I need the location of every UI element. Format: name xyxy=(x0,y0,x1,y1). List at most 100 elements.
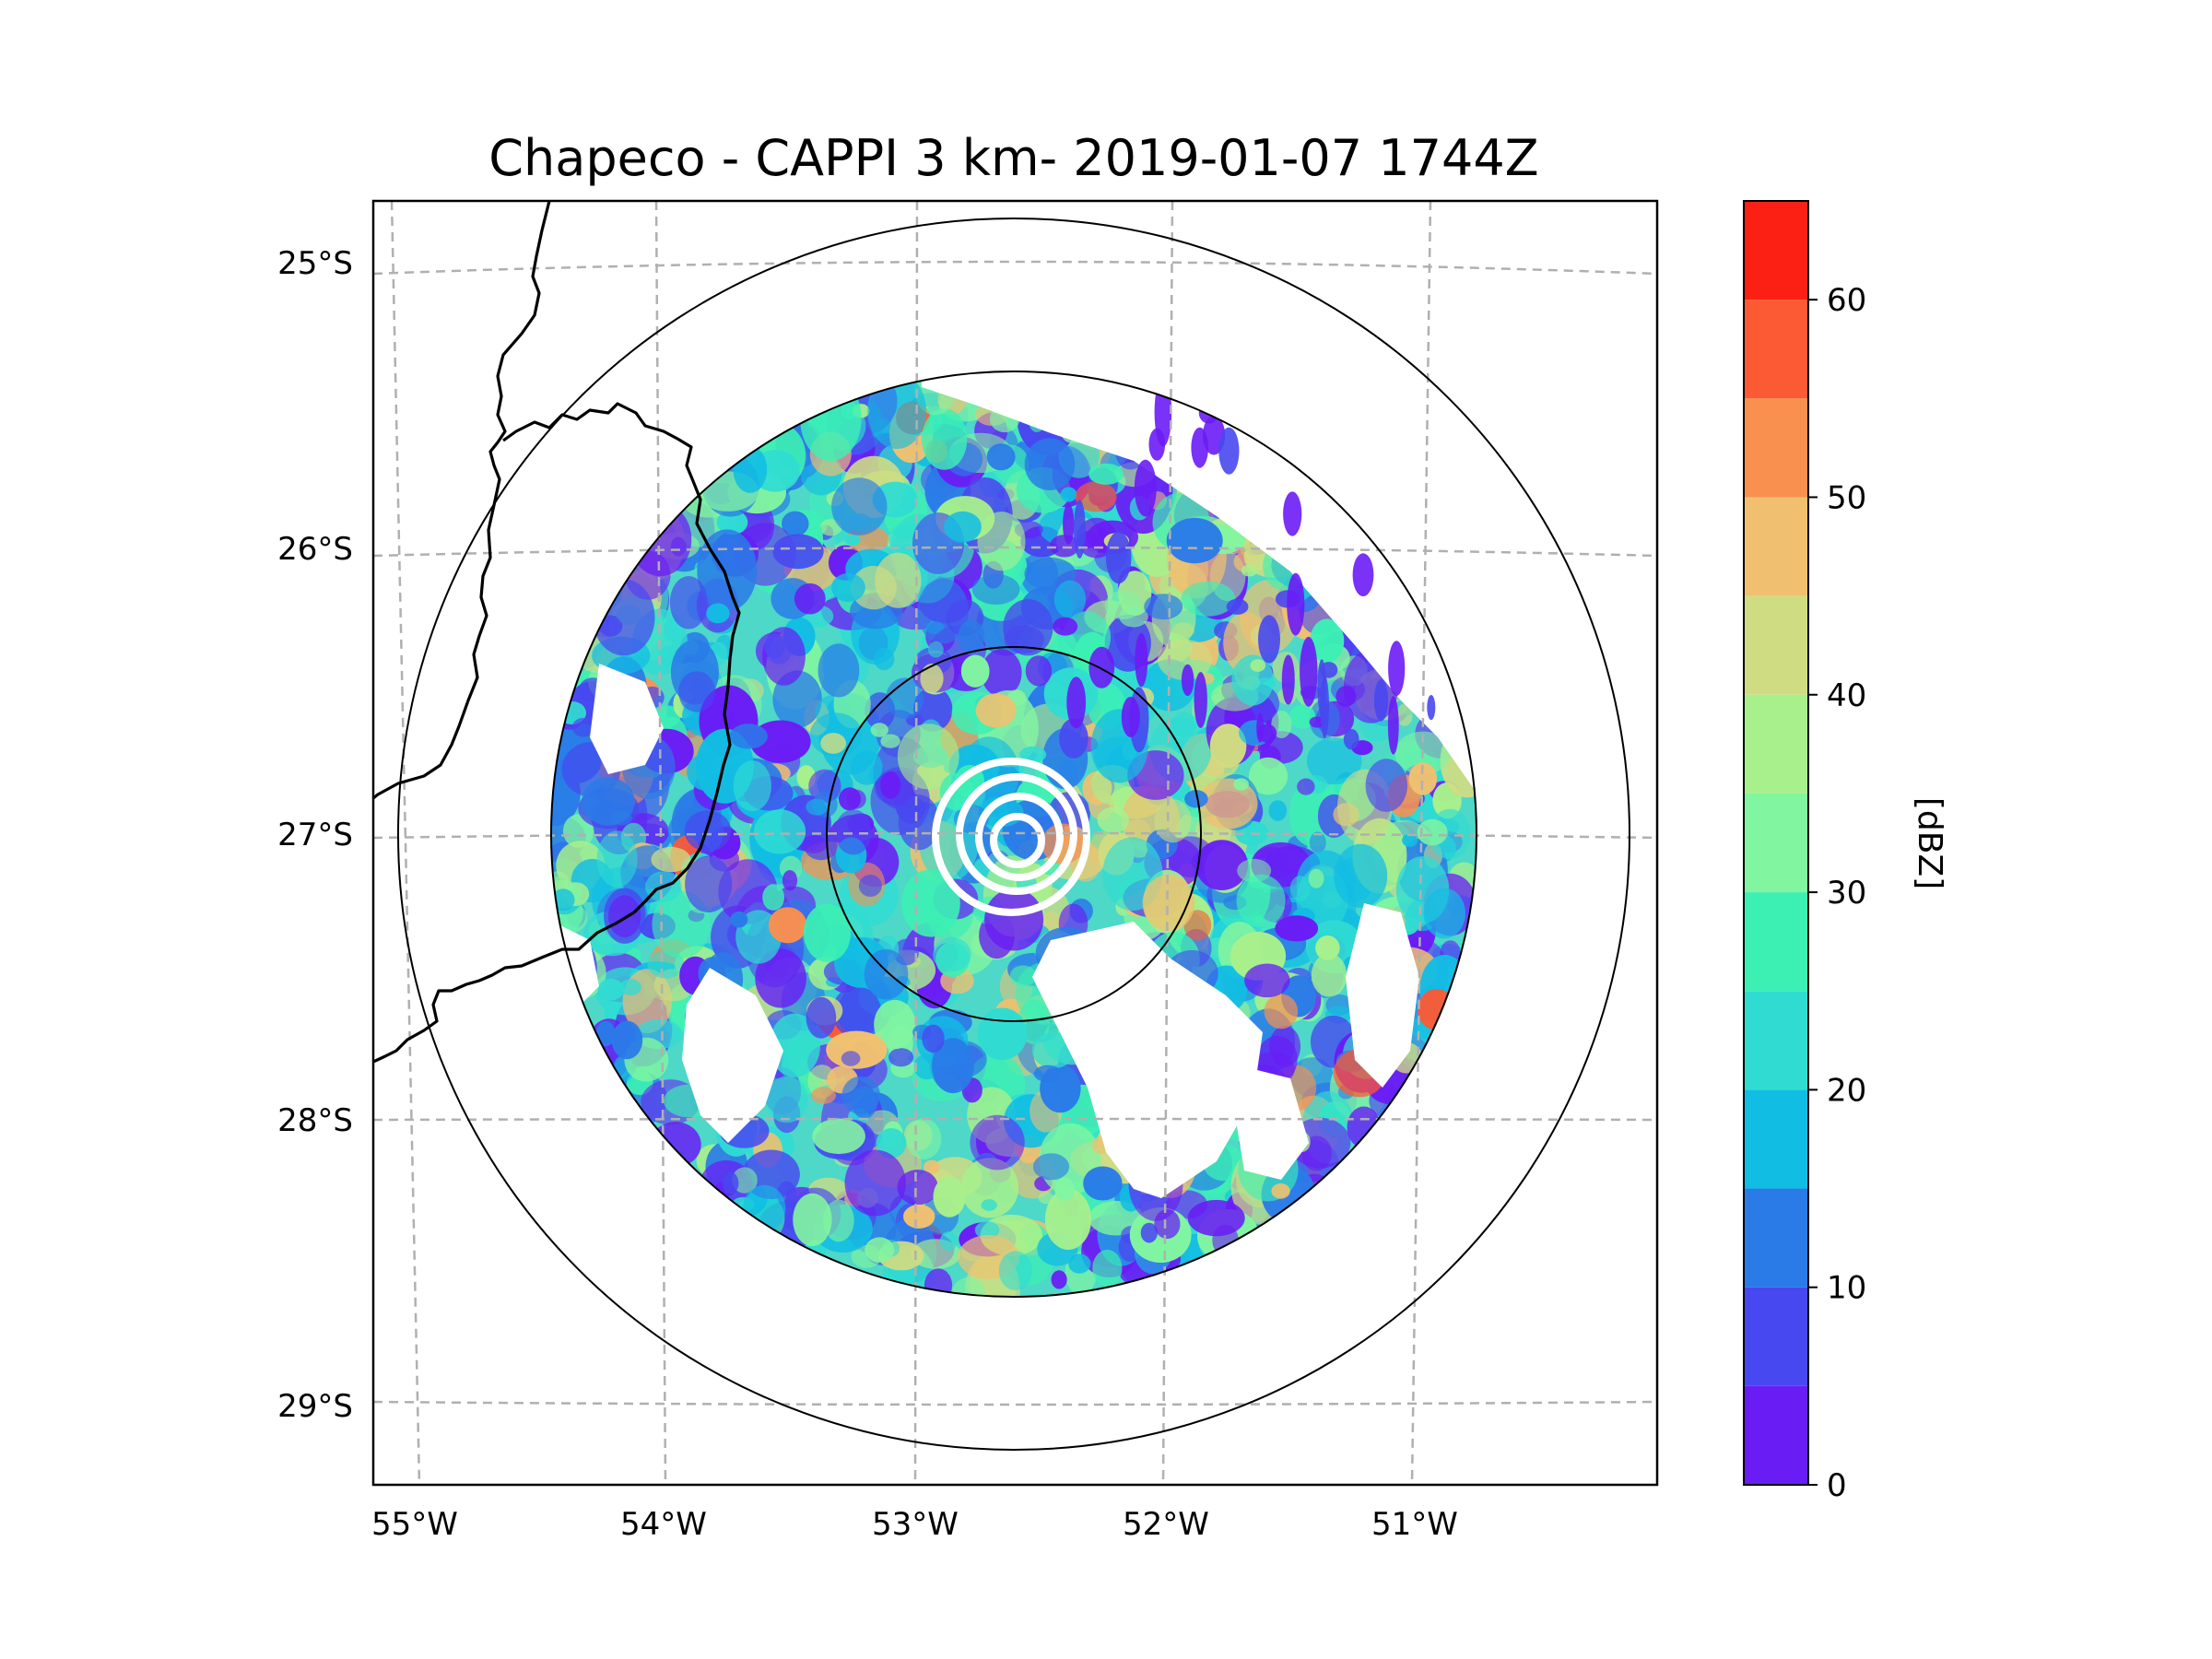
reflectivity-cell xyxy=(939,1231,959,1252)
lat-label: 28°S xyxy=(277,1102,353,1139)
colorbar-tick-label: 20 xyxy=(1827,1072,1866,1109)
chart-title: Chapeco - CAPPI 3 km- 2019-01-07 1744Z xyxy=(488,129,1538,187)
reflectivity-cell xyxy=(981,1199,997,1211)
reflectivity-cell xyxy=(960,654,990,688)
reflectivity-cell xyxy=(1053,580,1087,618)
reflectivity-cell xyxy=(651,846,691,873)
reflectivity-cell xyxy=(897,1170,938,1206)
colorbar-segment xyxy=(1744,1089,1808,1189)
reflectivity-cell xyxy=(1197,778,1258,830)
sparse-echo xyxy=(1088,646,1115,688)
reflectivity-cell xyxy=(819,519,842,536)
echo-free-area xyxy=(590,664,664,774)
sparse-echo xyxy=(1373,678,1389,722)
map-axes xyxy=(371,199,1659,1487)
reflectivity-cell xyxy=(562,814,594,848)
reflectivity-cell xyxy=(977,512,1026,571)
reflectivity-cell xyxy=(1019,746,1047,763)
colorbar-segment xyxy=(1744,497,1808,596)
reflectivity-cell xyxy=(808,769,841,804)
colorbar-tick-label: 60 xyxy=(1827,282,1866,319)
reflectivity-cell xyxy=(1154,799,1192,843)
reflectivity-cell xyxy=(669,576,708,629)
reflectivity-cell xyxy=(870,723,888,737)
reflectivity-cell xyxy=(952,1277,985,1297)
colorbar-ticks: 0 10 20 30 40 50 60 xyxy=(1808,282,1866,1504)
sparse-echo xyxy=(1388,641,1406,696)
reflectivity-cell xyxy=(1297,778,1315,795)
sparse-echo xyxy=(1427,695,1436,721)
sparse-echo xyxy=(1148,428,1166,461)
reflectivity-cell xyxy=(1088,463,1124,485)
reflectivity-cell xyxy=(933,936,971,972)
reflectivity-cell xyxy=(755,948,806,1008)
reflectivity-cell xyxy=(864,948,909,1000)
reflectivity-cell xyxy=(782,870,798,891)
reflectivity-cell xyxy=(1097,806,1130,833)
reflectivity-cell xyxy=(885,677,924,720)
colorbar-segment xyxy=(1744,1188,1808,1288)
reflectivity-cell xyxy=(1154,1209,1181,1240)
reflectivity-cell xyxy=(1209,724,1247,768)
reflectivity-cell xyxy=(823,1199,854,1242)
reflectivity-cell xyxy=(806,798,829,816)
reflectivity-cell xyxy=(1271,1183,1290,1199)
reflectivity-cell xyxy=(874,647,895,671)
colorbar-label: [dBZ] xyxy=(1911,797,1948,889)
reflectivity-cell xyxy=(595,1020,616,1047)
colorbar-tick-label: 50 xyxy=(1827,479,1866,516)
reflectivity-cell xyxy=(1024,438,1076,490)
range-ring-200km xyxy=(550,371,1477,1298)
colorbar-segment xyxy=(1744,694,1808,794)
reflectivity-cell xyxy=(1408,762,1438,795)
colorbar-segment xyxy=(1744,300,1808,399)
lon-label: 53°W xyxy=(872,1506,959,1543)
sparse-echo xyxy=(1181,664,1194,697)
reflectivity-cell xyxy=(820,733,846,754)
reflectivity-cell xyxy=(844,1149,906,1217)
reflectivity-cell xyxy=(762,627,806,686)
reflectivity-cell xyxy=(874,999,916,1050)
reflectivity-cell xyxy=(1308,868,1324,888)
reflectivity-cell xyxy=(1311,953,1347,997)
reflectivity-cell xyxy=(933,1176,966,1218)
reflectivity-cell xyxy=(1236,874,1286,928)
reflectivity-cell xyxy=(1184,790,1208,808)
reflectivity-cell xyxy=(611,1020,643,1060)
reflectivity-cell xyxy=(1195,840,1248,890)
reflectivity-cell xyxy=(977,1007,1028,1061)
reflectivity-cell xyxy=(975,693,1017,728)
reflectivity-cell xyxy=(1003,599,1053,656)
reflectivity-cell xyxy=(875,552,922,608)
colorbar-tick-label: 40 xyxy=(1827,677,1866,714)
latitude-labels: 25°S 26°S 27°S 28°S 29°S xyxy=(277,245,353,1425)
reflectivity-cell xyxy=(922,1024,945,1053)
reflectivity-cell xyxy=(1248,757,1288,795)
colorbar-segment xyxy=(1744,1385,1808,1485)
lon-label: 51°W xyxy=(1371,1506,1458,1543)
sparse-echo xyxy=(1135,633,1148,688)
reflectivity-cell xyxy=(597,978,625,1001)
map-border xyxy=(371,199,1659,1487)
reflectivity-cell xyxy=(1310,618,1345,664)
gridline-lon xyxy=(913,201,919,1485)
reflectivity-cell xyxy=(718,859,778,924)
sparse-echo xyxy=(1134,459,1157,517)
reflectivity-cell xyxy=(898,794,940,851)
reflectivity-cell xyxy=(831,477,888,535)
reflectivity-cell xyxy=(1166,517,1223,564)
reflectivity-cell xyxy=(858,875,882,897)
reflectivity-cell xyxy=(811,1087,836,1104)
reflectivity-cell xyxy=(762,884,784,911)
reflectivity-cell xyxy=(1187,1199,1245,1237)
gridline-lon xyxy=(654,201,667,1485)
reflectivity-cell xyxy=(684,810,732,852)
reflectivity-cell xyxy=(876,1128,907,1159)
gridline-lat xyxy=(373,831,1657,840)
reflectivity-cell xyxy=(1059,718,1088,759)
reflectivity-cell xyxy=(1158,639,1212,681)
gridline-lon xyxy=(1410,201,1432,1485)
reflectivity-cell xyxy=(1335,686,1357,707)
reflectivity-cell xyxy=(1309,831,1326,853)
reflectivity-cell xyxy=(1264,994,1299,1030)
